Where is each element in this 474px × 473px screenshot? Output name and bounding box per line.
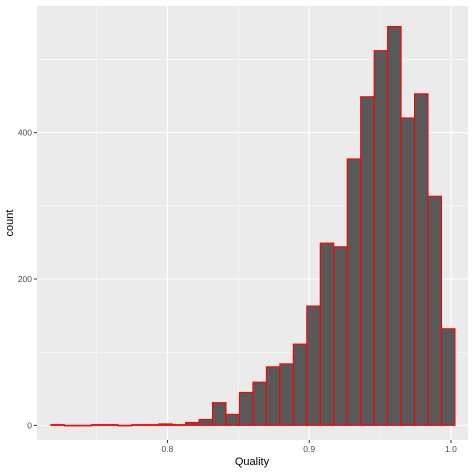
histogram-bar: [131, 424, 146, 426]
x-tick-label: 0.9: [303, 444, 315, 454]
histogram-bar: [292, 343, 308, 426]
y-tick-label: 0: [27, 420, 32, 430]
histogram-bar: [319, 242, 335, 426]
x-axis: 0.8 0.9 1.0: [162, 440, 457, 454]
histogram-bar: [265, 366, 281, 426]
histogram-bar: [90, 424, 106, 426]
histogram-bar: [238, 391, 254, 426]
histogram-bars: [50, 25, 456, 427]
y-axis-title: count: [4, 210, 16, 237]
x-tick-label: 0.8: [162, 444, 174, 454]
histogram-bar: [198, 418, 214, 426]
histogram-bar: [104, 424, 119, 426]
y-tick-label: 200: [18, 274, 32, 284]
histogram-bar: [440, 328, 456, 426]
y-axis: 0 200 400: [18, 128, 37, 430]
histogram-bar: [373, 50, 389, 426]
histogram-bar: [279, 363, 294, 426]
histogram-bar: [306, 305, 321, 426]
histogram-bar: [225, 413, 241, 426]
histogram-bar: [252, 381, 267, 426]
x-axis-title: Quality: [235, 456, 270, 468]
histogram-bar: [185, 421, 200, 426]
histogram-bar: [63, 424, 79, 427]
histogram-bar: [50, 424, 65, 426]
histogram-bar: [144, 424, 160, 426]
histogram-bar: [360, 96, 375, 426]
histogram-bar: [387, 25, 402, 426]
histogram-bar: [400, 117, 416, 426]
histogram-bar: [117, 424, 133, 427]
histogram-bar: [414, 93, 429, 426]
histogram-bar: [333, 246, 348, 426]
histogram-bar: [211, 402, 227, 426]
histogram-bar: [77, 424, 92, 427]
x-tick-label: 1.0: [445, 444, 457, 454]
y-tick-label: 400: [18, 128, 32, 138]
histogram-bar: [158, 423, 173, 426]
histogram-bar: [171, 424, 187, 426]
histogram-bar: [427, 195, 443, 426]
histogram-bar: [346, 158, 362, 426]
